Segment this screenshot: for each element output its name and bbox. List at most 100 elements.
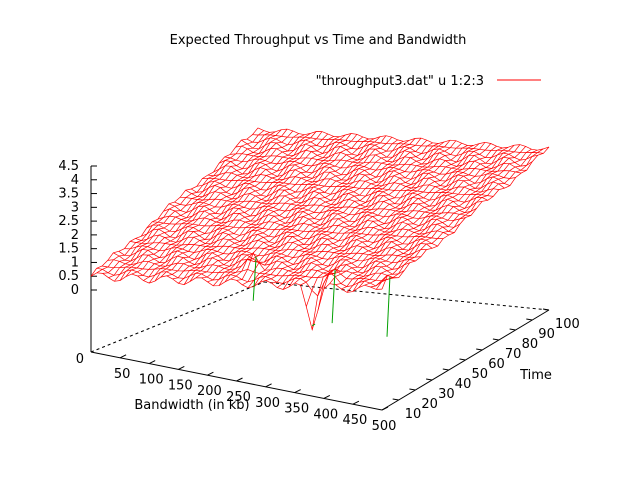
- mesh-col: [178, 134, 346, 284]
- x-tick-label: 300: [255, 396, 280, 411]
- z-tick-label: 0: [71, 283, 79, 298]
- y-tick: [409, 388, 416, 391]
- y-axis-title: Time: [519, 368, 552, 383]
- mesh-col: [253, 137, 422, 287]
- mesh-col: [90, 127, 259, 277]
- y-tick: [442, 368, 449, 371]
- x-tick-label: 250: [226, 390, 251, 405]
- x-tick: [294, 389, 301, 394]
- y-tick-label: 20: [421, 397, 438, 412]
- y-tick: [526, 318, 533, 321]
- mesh-col: [207, 138, 375, 283]
- mesh-col: [131, 133, 299, 275]
- y-tick-label: 30: [438, 387, 455, 402]
- mesh-col: [96, 130, 265, 274]
- mesh-col: [294, 142, 462, 284]
- mesh-col: [166, 136, 334, 277]
- mesh-col: [282, 139, 451, 290]
- mesh-col: [125, 130, 294, 277]
- mesh-col: [352, 144, 521, 292]
- mesh-col: [346, 144, 515, 293]
- x-tick-label: 200: [197, 384, 222, 399]
- mesh-col: [329, 145, 497, 284]
- x-axis-ticks: 50 100 150 200 250 300 350 400 450 500: [114, 354, 397, 434]
- y-tick-label: 80: [522, 337, 539, 352]
- mesh-col: [189, 134, 358, 282]
- mesh-col: [288, 140, 457, 288]
- mesh-col: [195, 136, 364, 279]
- mesh-col: [154, 131, 323, 282]
- underside-stroke: [311, 323, 316, 327]
- mesh-col: [300, 145, 468, 286]
- x-tick: [178, 365, 185, 370]
- mesh-col: [341, 146, 509, 290]
- mesh-col: [114, 129, 282, 282]
- x-tick-label: 350: [284, 402, 309, 417]
- mesh-col: [108, 131, 276, 279]
- mesh-col: [224, 136, 393, 283]
- x-tick: [119, 354, 127, 359]
- x-tick: [148, 360, 156, 365]
- surface-mesh: [90, 127, 550, 337]
- x-tick-label: 500: [372, 419, 397, 434]
- mesh-col: [364, 148, 532, 286]
- x-tick: [352, 400, 360, 405]
- y-tick: [392, 398, 399, 401]
- y-tick-label: 50: [472, 367, 489, 382]
- mesh-col: [271, 143, 439, 284]
- mesh-col: [311, 143, 480, 330]
- z-tick-label: 3: [71, 200, 79, 215]
- underside-stroke: [386, 276, 391, 337]
- mesh-col: [358, 146, 526, 288]
- mesh-col: [119, 128, 288, 281]
- underside-stroke: [331, 269, 336, 324]
- y-tick-label: 10: [405, 407, 422, 422]
- mesh-col: [212, 136, 381, 287]
- mesh-col: [317, 142, 486, 311]
- y-tick-label: 40: [455, 377, 472, 392]
- mesh-col: [143, 133, 311, 281]
- mesh-col: [148, 131, 317, 284]
- mesh-col: [375, 148, 544, 290]
- y-tick-label: 100: [555, 317, 580, 332]
- mesh-col: [323, 143, 492, 290]
- mesh-col: [370, 149, 538, 288]
- z-base-label: 0: [76, 352, 84, 367]
- mesh-col: [247, 138, 416, 289]
- x-tick: [207, 371, 214, 376]
- x-tick-label: 100: [139, 373, 164, 388]
- mesh-row: [90, 272, 383, 332]
- z-tick-label: 2.5: [58, 214, 79, 229]
- mesh-row: [224, 156, 516, 179]
- mesh-col: [242, 140, 410, 286]
- z-tick-label: 3.5: [58, 187, 79, 202]
- z-tick-label: 1: [71, 255, 79, 270]
- chart-title: Expected Throughput vs Time and Bandwidt…: [170, 33, 467, 48]
- z-tick-label: 2: [71, 228, 79, 243]
- x-tick: [323, 394, 331, 399]
- back-edge-left: [90, 281, 265, 353]
- mesh-col: [305, 145, 474, 307]
- x-tick-label: 50: [114, 367, 131, 382]
- mesh-col: [218, 135, 387, 286]
- y-tick: [426, 378, 433, 381]
- mesh-col: [265, 142, 433, 281]
- legend-label: "throughput3.dat" u 1:2:3: [316, 74, 484, 89]
- z-tick-label: 0.5: [58, 269, 79, 284]
- x-tick: [381, 406, 389, 411]
- z-tick-label: 1.5: [58, 242, 79, 257]
- mesh-row: [191, 185, 483, 209]
- mesh-col: [137, 134, 305, 277]
- underside-stroke: [252, 256, 257, 301]
- mesh-row: [102, 265, 394, 282]
- mesh-col: [276, 141, 445, 288]
- x-tick-label: 150: [168, 378, 193, 393]
- mesh-col: [201, 138, 369, 279]
- x-tick-label: 450: [342, 413, 367, 428]
- mesh-col: [335, 147, 503, 285]
- mesh-col: [172, 136, 340, 280]
- z-tick-label: 4.5: [58, 159, 79, 174]
- z-tick-label: 4: [71, 173, 79, 188]
